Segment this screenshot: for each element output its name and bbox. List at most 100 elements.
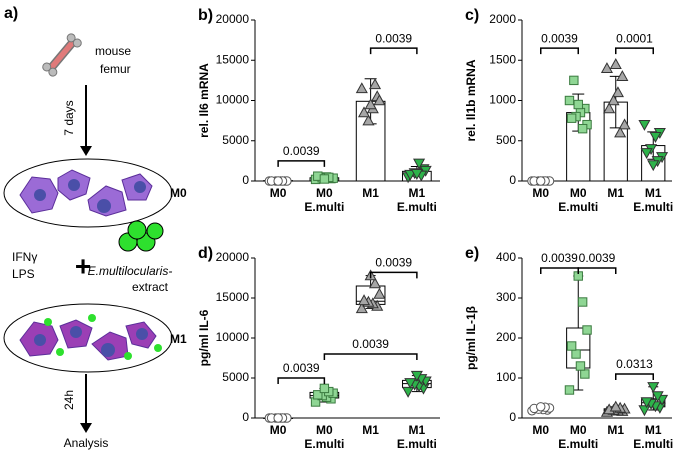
data-point xyxy=(536,176,546,186)
y-tick-label: 2000 xyxy=(489,12,516,26)
data-point xyxy=(573,99,583,110)
x-tick-sublabel: E.multi xyxy=(633,200,673,214)
x-tick-sublabel: E.multi xyxy=(304,437,344,451)
y-tick-label: 20000 xyxy=(216,250,250,264)
p-value: 0.0039 xyxy=(283,361,320,375)
p-value: 0.0039 xyxy=(375,31,412,45)
data-point xyxy=(564,385,575,395)
x-tick-label: M1 xyxy=(645,423,662,437)
source-text: mouse xyxy=(95,44,131,58)
state-label: M0 xyxy=(170,186,187,200)
bracket xyxy=(577,267,617,274)
data-point xyxy=(273,176,283,186)
x-tick-label: M1 xyxy=(362,186,379,200)
data-point xyxy=(603,102,616,114)
y-tick-label: 0 xyxy=(509,173,516,187)
data-point xyxy=(404,378,417,390)
parasite-particles xyxy=(44,314,162,360)
y-tick-label: 15000 xyxy=(216,290,250,304)
data-point xyxy=(640,397,653,409)
data-point xyxy=(319,174,330,184)
data-point xyxy=(319,383,330,394)
nuclei xyxy=(34,179,146,213)
y-tick-label: 1000 xyxy=(489,93,516,107)
data-point xyxy=(410,169,423,180)
data-point xyxy=(410,370,423,382)
p-value: 0.0039 xyxy=(352,337,389,351)
nuclei xyxy=(34,326,148,357)
data-point xyxy=(647,160,660,172)
x-tick-label: M1 xyxy=(362,423,379,437)
data-point xyxy=(577,297,588,307)
y-tick-label: 5000 xyxy=(222,133,249,147)
parasite-icon xyxy=(118,220,164,252)
y-tick-label: 300 xyxy=(496,290,516,304)
data-point xyxy=(640,148,653,160)
panel-label: c) xyxy=(465,7,479,24)
data-point xyxy=(580,369,590,379)
panel-label: a) xyxy=(4,5,18,22)
x-tick-sublabel: E.multi xyxy=(633,437,673,451)
data-point xyxy=(618,118,631,130)
y-axis-label: rel. Il6 mRNA xyxy=(197,63,211,138)
x-tick-label: M0 xyxy=(532,423,549,437)
data-point xyxy=(614,126,627,138)
p-value: 0.0039 xyxy=(283,144,320,158)
data-point xyxy=(368,277,382,289)
p-value: 0.0039 xyxy=(375,256,412,270)
p-value: 0.0039 xyxy=(541,251,578,265)
x-tick-label: M1 xyxy=(645,186,662,200)
x-tick-label: M0 xyxy=(270,186,287,200)
data-point xyxy=(566,341,577,351)
data-point xyxy=(536,402,546,412)
y-tick-label: 0 xyxy=(242,173,249,187)
y-tick-label: 15000 xyxy=(216,52,250,66)
panel-label: e) xyxy=(465,245,479,262)
p-value: 0.0313 xyxy=(616,357,653,371)
y-tick-label: 1500 xyxy=(489,52,516,66)
step-text: 7 days xyxy=(62,100,76,135)
y-tick-label: 20000 xyxy=(216,12,250,26)
y-tick-label: 5000 xyxy=(222,370,249,384)
x-tick-sublabel: E.multi xyxy=(397,437,437,451)
data-point xyxy=(566,113,577,123)
bracket xyxy=(615,373,654,380)
data-point xyxy=(638,119,651,131)
data-point xyxy=(651,391,664,403)
arrow-head xyxy=(80,146,92,156)
data-point xyxy=(357,294,371,306)
data-point xyxy=(357,106,371,118)
y-tick-label: 400 xyxy=(496,250,516,264)
data-point xyxy=(313,390,323,400)
x-tick-sublabel: E.multi xyxy=(304,200,344,214)
x-tick-label: M0 xyxy=(570,423,587,437)
data-point xyxy=(607,94,620,106)
x-tick-label: M0 xyxy=(316,186,333,200)
bracket xyxy=(277,377,326,384)
data-point xyxy=(355,302,368,314)
data-point xyxy=(575,361,586,371)
data-point xyxy=(368,78,382,90)
bracket xyxy=(369,47,418,55)
data-point xyxy=(582,325,592,335)
x-tick-label: M1 xyxy=(409,186,426,200)
bracket xyxy=(615,47,654,55)
data-point xyxy=(611,86,624,98)
x-tick-label: M0 xyxy=(270,423,287,437)
y-tick-label: 200 xyxy=(496,330,516,344)
data-point xyxy=(649,132,662,143)
arrow-head xyxy=(80,423,92,433)
y-tick-label: 100 xyxy=(496,370,516,384)
data-point xyxy=(638,405,651,417)
data-point xyxy=(600,62,613,73)
p-value: 0.0001 xyxy=(616,31,653,45)
result-text: Analysis xyxy=(64,436,109,450)
data-point xyxy=(402,386,415,398)
data-point xyxy=(355,82,368,94)
source-text: femur xyxy=(100,62,131,76)
x-tick-label: M1 xyxy=(409,423,426,437)
bracket xyxy=(277,160,326,167)
x-tick-label: M1 xyxy=(607,186,624,200)
y-axis-label: pg/ml IL-1β xyxy=(464,306,478,370)
